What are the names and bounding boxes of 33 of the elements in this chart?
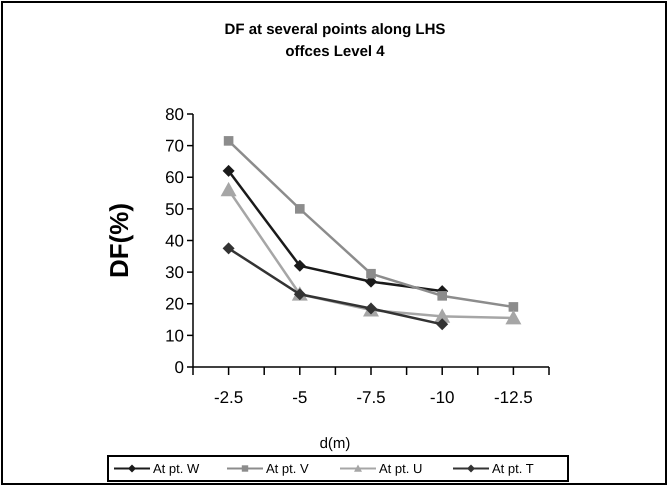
y-tick-label: 0 bbox=[174, 358, 184, 377]
point bbox=[508, 302, 518, 312]
legend-label: At pt. U bbox=[379, 461, 422, 476]
y-tick-label: 20 bbox=[165, 294, 184, 314]
x-tick-label: -10 bbox=[430, 388, 454, 407]
point bbox=[220, 182, 237, 196]
point bbox=[224, 136, 234, 146]
y-tick-label: 30 bbox=[165, 263, 184, 282]
x-axis-title: d(m) bbox=[320, 435, 350, 452]
point bbox=[437, 291, 447, 301]
chart-title: DF at several points along LHS bbox=[224, 21, 446, 38]
x-tick-label: -5 bbox=[292, 388, 308, 407]
point bbox=[294, 260, 306, 272]
chart-subtitle: offces Level 4 bbox=[285, 43, 386, 60]
point bbox=[222, 164, 235, 177]
point bbox=[505, 310, 522, 324]
y-tick-label: 70 bbox=[165, 136, 184, 156]
point bbox=[436, 318, 448, 330]
y-axis-title: DF(%) bbox=[104, 202, 134, 278]
legend-label: At pt. V bbox=[266, 461, 309, 476]
x-tick-label: -7.5 bbox=[356, 388, 386, 407]
point bbox=[222, 242, 235, 254]
legend-label: At pt. W bbox=[153, 461, 200, 476]
y-tick-label: 50 bbox=[165, 200, 184, 219]
y-tick-label: 10 bbox=[165, 326, 184, 346]
y-tick-label: 80 bbox=[165, 104, 184, 124]
legend-label: At pt. T bbox=[492, 461, 534, 476]
point bbox=[295, 204, 305, 214]
y-tick-label: 40 bbox=[165, 231, 184, 250]
x-tick-label: -2.5 bbox=[214, 388, 244, 407]
y-tick-label: 60 bbox=[165, 168, 184, 188]
x-tick-label: -12.5 bbox=[494, 388, 533, 407]
point bbox=[366, 268, 376, 279]
